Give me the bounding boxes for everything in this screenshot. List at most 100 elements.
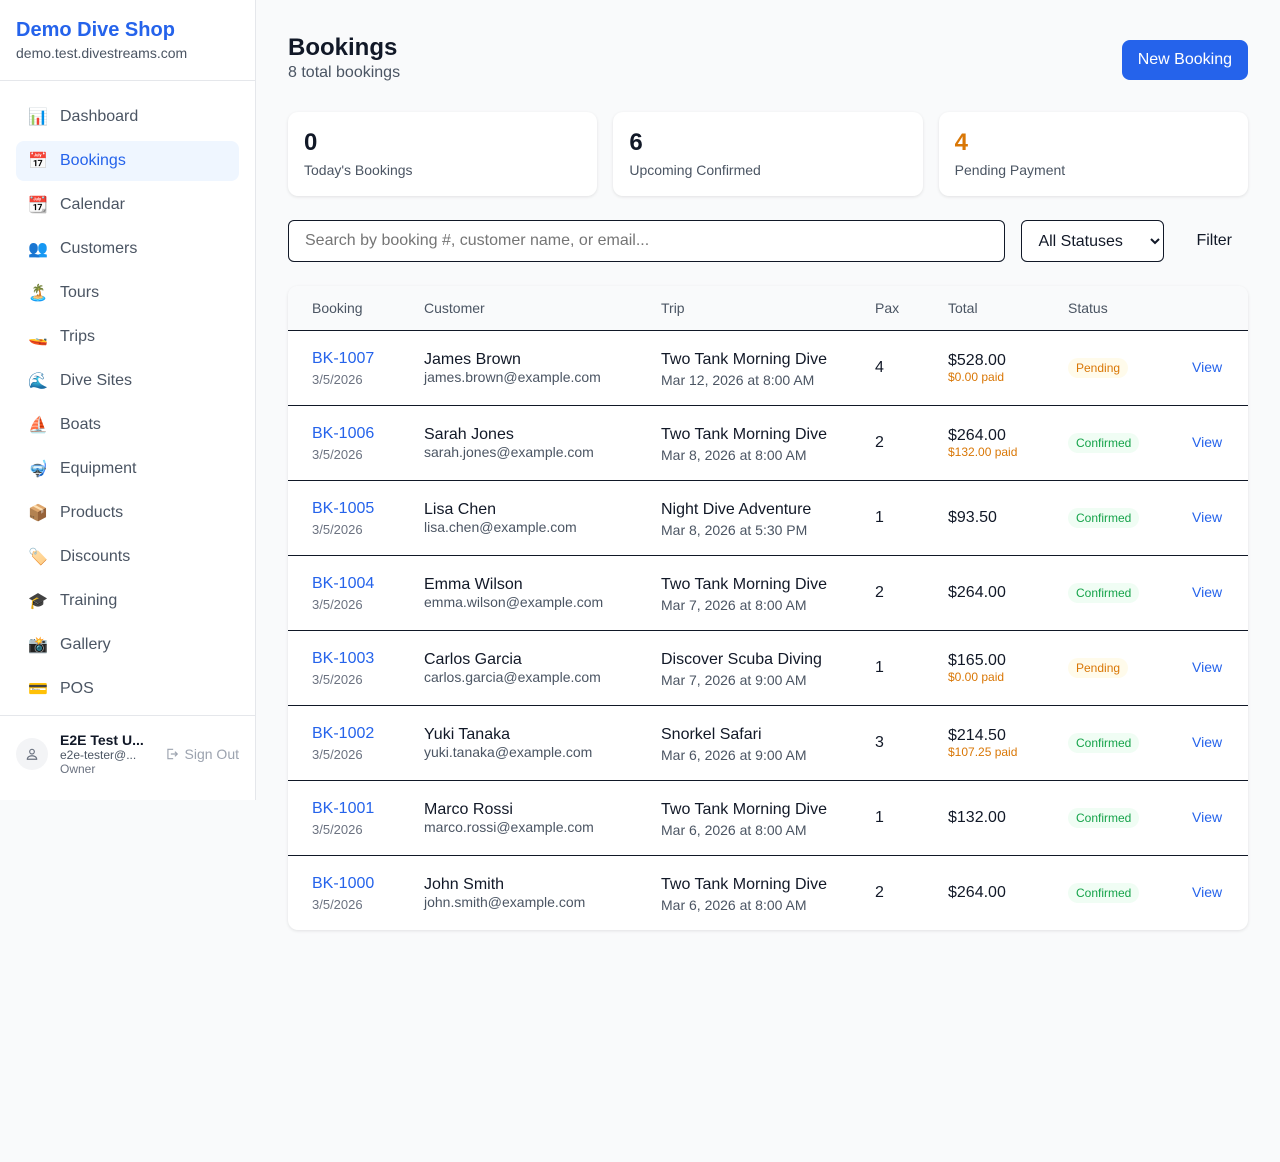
pax: 2: [863, 555, 936, 631]
trip-date: Mar 7, 2026 at 8:00 AM: [661, 596, 807, 613]
stat-card: 6 Upcoming Confirmed: [613, 112, 923, 196]
booking-date: 3/5/2026: [312, 596, 363, 612]
table-row: BK-1002 3/5/2026 Yuki Tanaka yuki.tanaka@e…: [288, 705, 1248, 781]
booking-link[interactable]: BK-1006: [312, 424, 375, 442]
view-link[interactable]: View: [1192, 508, 1223, 525]
sign-out-label: Sign Out: [184, 746, 239, 762]
column-header: Pax: [863, 286, 936, 331]
view-link[interactable]: View: [1192, 883, 1223, 900]
total: $264.00: [948, 426, 1006, 444]
sidebar-item-label: Customers: [60, 240, 138, 257]
shop-domain: demo.test.divestreams.com: [16, 45, 188, 61]
trip-name: Night Dive Adventure: [661, 500, 812, 518]
sidebar-item-pos[interactable]: 💳 POS: [16, 669, 239, 709]
booking-link[interactable]: BK-1001: [312, 799, 375, 817]
table-row: BK-1000 3/5/2026 John Smith john.smith@exa…: [288, 855, 1248, 930]
bookings-icon: 📅: [28, 153, 48, 170]
new-booking-button[interactable]: New Booking: [1121, 40, 1248, 80]
booking-date: 3/5/2026: [312, 896, 363, 912]
sidebar-item-products[interactable]: 📦 Products: [16, 493, 239, 533]
sidebar-item-trips[interactable]: 🚤 Trips: [16, 317, 239, 357]
view-link[interactable]: View: [1192, 358, 1223, 375]
table-row: BK-1003 3/5/2026 Carlos Garcia carlos.garc…: [288, 630, 1248, 706]
sidebar-item-label: Calendar: [60, 196, 125, 213]
customer-email: sarah.jones@example.com: [424, 443, 594, 460]
page-subtitle: 8 total bookings: [288, 64, 401, 81]
total: $93.50: [948, 508, 997, 526]
customer-name: Carlos Garcia: [424, 650, 522, 668]
filter-button[interactable]: Filter: [1180, 220, 1248, 262]
column-header: Customer: [412, 286, 649, 331]
sidebar-item-tours[interactable]: 🏝️ Tours: [16, 273, 239, 313]
customer-name: John Smith: [424, 875, 505, 893]
booking-link[interactable]: BK-1000: [312, 874, 375, 892]
status-badge: Confirmed: [1068, 432, 1140, 453]
sidebar-item-label: Dashboard: [60, 108, 139, 125]
booking-link[interactable]: BK-1005: [312, 499, 375, 517]
view-link[interactable]: View: [1192, 808, 1223, 825]
search-input[interactable]: [288, 220, 1006, 262]
stat-label: Pending Payment: [954, 162, 1066, 178]
booking-date: 3/5/2026: [312, 371, 363, 387]
pax: 3: [863, 705, 936, 781]
trip-date: Mar 6, 2026 at 8:00 AM: [661, 821, 807, 838]
gallery-icon: 📸: [28, 637, 48, 654]
dive-sites-icon: 🌊: [28, 373, 48, 390]
discounts-icon: 🏷️: [28, 549, 48, 566]
column-header: Booking: [288, 286, 412, 331]
status-select[interactable]: All Statuses: [1021, 220, 1165, 262]
sidebar-item-boats[interactable]: ⛵ Boats: [16, 405, 239, 445]
booking-link[interactable]: BK-1007: [312, 349, 375, 367]
booking-link[interactable]: BK-1004: [312, 574, 375, 592]
trip-date: Mar 8, 2026 at 5:30 PM: [661, 521, 808, 538]
calendar-icon: 📆: [28, 197, 48, 214]
booking-link[interactable]: BK-1003: [312, 649, 375, 667]
pax: 4: [863, 330, 936, 406]
shop-name[interactable]: Demo Dive Shop: [16, 19, 175, 41]
booking-link[interactable]: BK-1002: [312, 724, 375, 742]
status-badge: Confirmed: [1068, 582, 1140, 603]
trip-date: Mar 7, 2026 at 9:00 AM: [661, 671, 807, 688]
sidebar-item-dive-sites[interactable]: 🌊 Dive Sites: [16, 361, 239, 401]
status-badge: Confirmed: [1068, 507, 1140, 528]
sidebar-item-bookings[interactable]: 📅 Bookings: [16, 141, 239, 181]
table-row: BK-1005 3/5/2026 Lisa Chen lisa.chen@examp…: [288, 480, 1248, 556]
pax: 1: [863, 630, 936, 706]
pos-icon: 💳: [28, 681, 48, 698]
dashboard-icon: 📊: [28, 109, 48, 126]
sidebar-item-training[interactable]: 🎓 Training: [16, 581, 239, 621]
status-badge: Confirmed: [1068, 732, 1140, 753]
sidebar-item-customers[interactable]: 👥 Customers: [16, 229, 239, 269]
column-header: Total: [936, 286, 1056, 331]
paid-amount: $0.00 paid: [948, 369, 1005, 384]
sidebar-item-equipment[interactable]: 🤿 Equipment: [16, 449, 239, 489]
trip-name: Two Tank Morning Dive: [661, 800, 827, 818]
sign-out-button[interactable]: Sign Out: [165, 746, 239, 762]
user-email: e2e-tester@...: [60, 748, 137, 762]
view-link[interactable]: View: [1192, 658, 1223, 675]
sidebar-item-dashboard[interactable]: 📊 Dashboard: [16, 97, 239, 137]
trip-name: Two Tank Morning Dive: [661, 575, 827, 593]
status-badge: Pending: [1068, 357, 1129, 378]
stat-value: 4: [954, 129, 969, 156]
main-content: Bookings 8 total bookings New Booking 0 T…: [288, 32, 1248, 930]
sidebar-item-gallery[interactable]: 📸 Gallery: [16, 625, 239, 665]
bookings-table: Booking Customer Trip Pax Total Status BK-100…: [288, 286, 1248, 930]
table-row: BK-1007 3/5/2026 James Brown james.brown@e…: [288, 330, 1248, 406]
view-link[interactable]: View: [1192, 433, 1223, 450]
sidebar-nav: 📊 Dashboard 📅 Bookings 📆 Calendar 👥 Customers 🏝️…: [0, 81, 255, 709]
table-row: BK-1004 3/5/2026 Emma Wilson emma.wilson@e…: [288, 555, 1248, 631]
view-link[interactable]: View: [1192, 733, 1223, 750]
pax: 2: [863, 405, 936, 481]
sidebar-item-label: Bookings: [60, 152, 126, 169]
tours-icon: 🏝️: [28, 285, 48, 302]
table-row: BK-1006 3/5/2026 Sarah Jones sarah.jones@e…: [288, 405, 1248, 481]
booking-date: 3/5/2026: [312, 746, 363, 762]
sidebar-item-calendar[interactable]: 📆 Calendar: [16, 185, 239, 225]
trip-date: Mar 6, 2026 at 8:00 AM: [661, 896, 807, 913]
total: $264.00: [948, 883, 1006, 901]
view-link[interactable]: View: [1192, 583, 1223, 600]
table-row: BK-1001 3/5/2026 Marco Rossi marco.rossi@e…: [288, 780, 1248, 856]
sidebar-item-label: Boats: [60, 416, 101, 433]
sidebar-item-discounts[interactable]: 🏷️ Discounts: [16, 537, 239, 577]
